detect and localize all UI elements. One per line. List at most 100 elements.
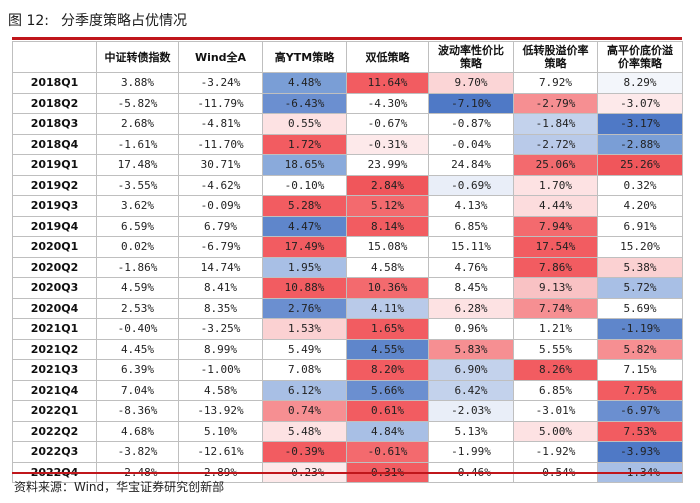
table-row: 2019Q3 3.62% -0.09% 5.28% 5.12% 4.13% 4.44% 4.2… <box>12 195 683 217</box>
quarter-label: 2019Q3 <box>12 195 97 217</box>
value-cell: 3.88% <box>96 72 179 94</box>
value-cell: 6.42% <box>428 379 514 401</box>
value-cell: 25.26% <box>597 154 683 176</box>
value-cell: 4.11% <box>346 297 429 319</box>
value-cell: -1.84% <box>513 113 598 135</box>
value-cell: 8.35% <box>178 297 263 319</box>
value-cell: 4.44% <box>513 195 598 217</box>
value-cell: 4.84% <box>346 420 429 442</box>
value-cell: -1.00% <box>178 359 263 381</box>
value-cell: 4.58% <box>346 256 429 278</box>
value-cell: 6.85% <box>428 215 514 237</box>
value-cell: 6.79% <box>178 215 263 237</box>
quarter-label: 2020Q1 <box>12 236 97 258</box>
value-cell: 0.02% <box>96 236 179 258</box>
quarter-label: 2020Q3 <box>12 277 97 299</box>
header-row: 中证转债指数 Wind全A 高YTM策略 双低策略 波动率性价比策略 低转股溢价… <box>12 41 683 73</box>
value-cell: -0.40% <box>96 318 179 340</box>
value-cell: 4.45% <box>96 338 179 360</box>
table-row: 2022Q3 -3.82% -12.61% -0.39% -0.61% -1.99% -1.… <box>12 441 683 463</box>
table-row: 2018Q1 3.88% -3.24% 4.48% 11.64% 9.70% 7.92% 8.… <box>12 72 683 94</box>
value-cell: 8.14% <box>346 215 429 237</box>
value-cell: 4.20% <box>597 195 683 217</box>
value-cell: 0.55% <box>262 113 347 135</box>
value-cell: 5.49% <box>262 338 347 360</box>
value-cell: 1.95% <box>262 256 347 278</box>
value-cell: 0.32% <box>597 174 683 196</box>
value-cell: 8.20% <box>346 359 429 381</box>
value-cell: 9.13% <box>513 277 598 299</box>
table-row: 2019Q2 -3.55% -4.62% -0.10% 2.84% -0.69% 1.70%… <box>12 174 683 196</box>
value-cell: 6.12% <box>262 379 347 401</box>
table-row: 2021Q2 4.45% 8.99% 5.49% 4.55% 5.83% 5.55% 5.82… <box>12 338 683 360</box>
value-cell: -0.09% <box>178 195 263 217</box>
value-cell: -13.92% <box>178 400 263 422</box>
value-cell: 10.36% <box>346 277 429 299</box>
value-cell: 1.21% <box>513 318 598 340</box>
value-cell: 1.53% <box>262 318 347 340</box>
quarter-label: 2021Q4 <box>12 379 97 401</box>
value-cell: 8.41% <box>178 277 263 299</box>
quarter-label: 2019Q1 <box>12 154 97 176</box>
value-cell: 7.15% <box>597 359 683 381</box>
value-cell: 4.48% <box>262 72 347 94</box>
value-cell: 4.59% <box>96 277 179 299</box>
value-cell: 7.94% <box>513 215 598 237</box>
value-cell: 5.48% <box>262 420 347 442</box>
value-cell: -1.86% <box>96 256 179 278</box>
value-cell: -0.39% <box>262 441 347 463</box>
value-cell: 6.28% <box>428 297 514 319</box>
value-cell: 4.76% <box>428 256 514 278</box>
value-cell: -6.79% <box>178 236 263 258</box>
value-cell: -7.10% <box>428 92 514 114</box>
value-cell: 8.26% <box>513 359 598 381</box>
value-cell: 17.49% <box>262 236 347 258</box>
value-cell: 7.92% <box>513 72 598 94</box>
value-cell: 14.74% <box>178 256 263 278</box>
source-note: 资料来源：Wind，华宝证券研究创新部 <box>14 480 225 494</box>
header-corner <box>12 41 97 73</box>
value-cell: 15.11% <box>428 236 514 258</box>
quarter-label: 2021Q3 <box>12 359 97 381</box>
value-cell: 6.91% <box>597 215 683 237</box>
value-cell: 7.86% <box>513 256 598 278</box>
table-row: 2021Q4 7.04% 4.58% 6.12% 5.66% 6.42% 6.85% 7.75… <box>12 379 683 401</box>
value-cell: 9.70% <box>428 72 514 94</box>
value-cell: 1.65% <box>346 318 429 340</box>
value-cell: 10.88% <box>262 277 347 299</box>
value-cell: 4.68% <box>96 420 179 442</box>
column-header: Wind全A <box>178 41 263 73</box>
bottom-rule <box>12 472 682 474</box>
value-cell: 1.70% <box>513 174 598 196</box>
column-header: 高YTM策略 <box>262 41 347 73</box>
value-cell: 5.10% <box>178 420 263 442</box>
value-cell: -3.24% <box>178 72 263 94</box>
value-cell: 5.00% <box>513 420 598 442</box>
value-cell: -3.01% <box>513 400 598 422</box>
value-cell: 17.54% <box>513 236 598 258</box>
strategy-table: 中证转债指数 Wind全A 高YTM策略 双低策略 波动率性价比策略 低转股溢价… <box>12 41 683 483</box>
value-cell: 5.72% <box>597 277 683 299</box>
value-cell: -2.88% <box>597 133 683 155</box>
quarter-label: 2020Q4 <box>12 297 97 319</box>
value-cell: 2.68% <box>96 113 179 135</box>
value-cell: 8.99% <box>178 338 263 360</box>
value-cell: -0.67% <box>346 113 429 135</box>
value-cell: 8.29% <box>597 72 683 94</box>
value-cell: 18.65% <box>262 154 347 176</box>
table-row: 2020Q4 2.53% 8.35% 2.76% 4.11% 6.28% 7.74% 5.69… <box>12 297 683 319</box>
value-cell: 5.69% <box>597 297 683 319</box>
value-cell: 15.08% <box>346 236 429 258</box>
column-header: 中证转债指数 <box>96 41 179 73</box>
value-cell: 2.84% <box>346 174 429 196</box>
value-cell: 6.39% <box>96 359 179 381</box>
value-cell: -3.93% <box>597 441 683 463</box>
value-cell: -1.99% <box>428 441 514 463</box>
value-cell: 11.64% <box>346 72 429 94</box>
value-cell: 7.08% <box>262 359 347 381</box>
value-cell: -3.07% <box>597 92 683 114</box>
table-row: 2019Q1 17.48% 30.71% 18.65% 23.99% 24.84% 25.0… <box>12 154 683 176</box>
value-cell: -3.82% <box>96 441 179 463</box>
table-row: 2022Q2 4.68% 5.10% 5.48% 4.84% 5.13% 5.00% 7.53… <box>12 420 683 442</box>
value-cell: 5.66% <box>346 379 429 401</box>
